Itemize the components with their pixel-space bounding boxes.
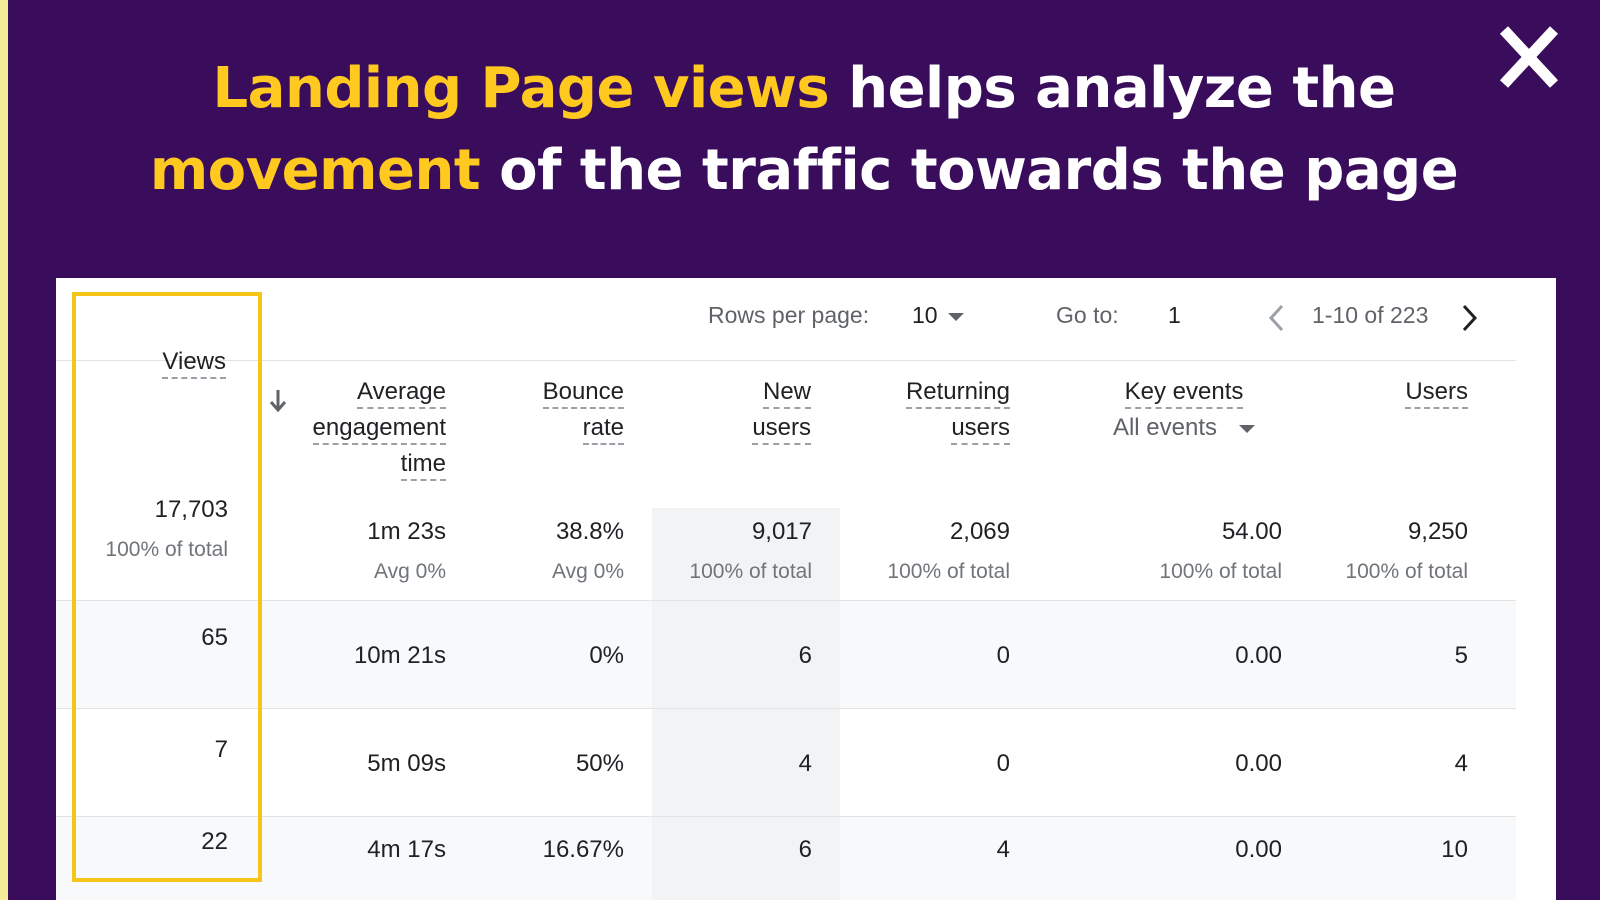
headline-highlight-2: movement [149,138,481,203]
cell-key-events: 0.00 [1235,642,1282,669]
header-new-line-1: New [762,377,811,409]
pagination-range: 1-10 of 223 [1312,302,1429,328]
total-avg-engagement: 1m 23s [367,518,446,545]
cell-returning-users: 0 [996,750,1010,777]
header-average-engagement-time[interactable]: Average engagement time [266,374,446,482]
chevron-right-icon[interactable] [1454,298,1484,338]
header-key-events[interactable]: Key events All events [1086,374,1282,446]
cell-new-users: 4 [798,750,812,777]
header-bounce-rate[interactable]: Bounce rate [474,374,624,446]
cell-avg-engagement: 4m 17s [367,836,446,863]
pagination-bar: Rows per page: 10 Go to: 1 1-10 of 223 [56,278,1516,361]
cell-views: 65 [201,624,228,651]
cell-returning-users: 4 [996,836,1010,863]
header-views[interactable]: Views [116,344,226,380]
goto-input[interactable]: 1 [1168,302,1181,328]
header-bounce-line-2: rate [582,413,624,445]
cell-key-events: 0.00 [1235,836,1282,863]
cell-views: 22 [201,828,228,855]
headline-line-2: movement of the traffic towards the page [8,130,1600,212]
slide: Landing Page views helps analyze the mov… [8,0,1600,900]
goto-label: Go to: [1056,302,1119,328]
header-returning-users[interactable]: Returning users [846,374,1010,446]
rows-per-page-select[interactable]: 10 [912,302,964,329]
key-events-select-value: All events [1112,414,1218,441]
header-avg-line-1: Average [357,377,446,409]
arrow-down-icon[interactable] [268,386,288,416]
cell-returning-users: 0 [996,642,1010,669]
header-avg-line-3: time [400,449,446,481]
cell-views: 7 [214,736,228,763]
total-key-events: 54.00 [1221,518,1282,545]
total-new-users: 9,017 [751,518,812,545]
total-key-events-sub: 100% of total [1159,560,1282,583]
total-users-sub: 100% of total [1345,560,1468,583]
total-bounce-rate-sub: Avg 0% [552,560,624,583]
divider [56,708,1516,709]
rows-per-page-value: 10 [912,302,938,328]
cell-new-users: 6 [798,836,812,863]
cell-key-events: 0.00 [1235,750,1282,777]
caret-down-icon [947,312,964,321]
cell-users: 4 [1454,750,1468,777]
new-users-column-highlight [652,508,840,900]
headline: Landing Page views helps analyze the mov… [8,48,1600,212]
cell-users: 10 [1441,836,1468,863]
header-users[interactable]: Users [1346,374,1468,410]
header-new-line-2: users [752,413,811,445]
analytics-table-panel: Rows per page: 10 Go to: 1 1-10 of 223 V… [56,278,1556,900]
cell-avg-engagement: 5m 09s [367,750,446,777]
cell-users: 5 [1454,642,1468,669]
header-avg-line-2: engagement [312,413,446,445]
header-views-label: Views [162,347,226,379]
header-users-label: Users [1405,377,1468,409]
cell-new-users: 6 [798,642,812,669]
headline-line-1: Landing Page views helps analyze the [8,48,1600,130]
caret-down-icon [1239,424,1256,433]
header-ret-line-2: users [951,413,1010,445]
headline-text-2: of the traffic towards the page [480,138,1459,203]
header-bounce-line-1: Bounce [542,377,624,409]
header-ret-line-1: Returning [905,377,1010,409]
header-new-users[interactable]: New users [676,374,811,446]
cell-avg-engagement: 10m 21s [353,642,446,669]
total-bounce-rate: 38.8% [555,518,624,545]
total-views-sub: 100% of total [105,538,228,561]
rows-per-page-label: Rows per page: [708,302,870,328]
close-icon[interactable] [1494,22,1564,92]
cell-bounce-rate: 0% [589,642,624,669]
total-users: 9,250 [1407,518,1468,545]
views-column-highlight-frame [72,292,262,882]
total-avg-engagement-sub: Avg 0% [374,560,446,583]
total-returning-users: 2,069 [949,518,1010,545]
header-key-line-1: Key events [1124,377,1244,409]
cell-bounce-rate: 16.67% [542,836,624,863]
cell-bounce-rate: 50% [575,750,624,777]
total-returning-users-sub: 100% of total [887,560,1010,583]
divider [56,816,1516,817]
total-new-users-sub: 100% of total [689,560,812,583]
divider [56,600,1516,601]
total-views: 17,703 [154,496,228,523]
headline-highlight-1: Landing Page views [212,56,830,121]
key-events-select[interactable]: All events [1086,410,1282,446]
headline-text-1: helps analyze the [829,56,1396,121]
chevron-left-icon[interactable] [1262,298,1292,338]
